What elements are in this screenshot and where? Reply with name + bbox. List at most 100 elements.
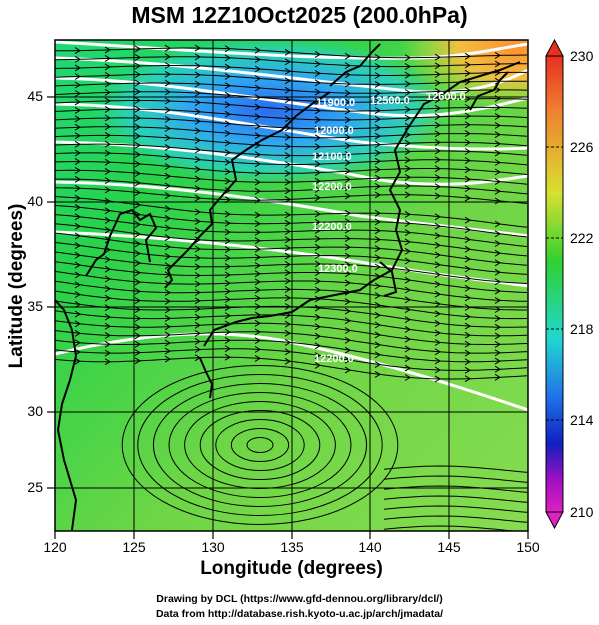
streamline-arrow bbox=[404, 345, 411, 353]
streamline-arrow bbox=[464, 340, 471, 348]
streamline-arrow bbox=[494, 149, 501, 157]
streamline-arrow bbox=[194, 227, 201, 235]
streamline-arrow bbox=[194, 175, 201, 183]
streamline-arrow bbox=[464, 166, 471, 174]
streamline-arrow bbox=[194, 208, 201, 216]
streamline-arrow bbox=[494, 51, 501, 59]
streamline-arrow bbox=[254, 220, 261, 228]
streamline-arrow bbox=[194, 272, 201, 279]
streamline-arrow bbox=[314, 352, 321, 360]
streamline-arrow bbox=[494, 230, 501, 238]
streamline-arrow bbox=[74, 261, 81, 269]
streamline-arrow bbox=[224, 246, 231, 254]
y-tick-label: 30 bbox=[27, 403, 43, 419]
streamline-arrow bbox=[284, 244, 291, 252]
streamline-arrow bbox=[404, 63, 411, 70]
streamline-arrow bbox=[194, 297, 201, 305]
streamline-arrow bbox=[344, 261, 351, 269]
streamline-arrow bbox=[404, 156, 411, 164]
streamline-arrow bbox=[344, 167, 351, 175]
streamline-arrow bbox=[104, 226, 111, 234]
streamline-arrow bbox=[284, 133, 291, 141]
streamline-arrow bbox=[374, 361, 381, 369]
streamline-arrow bbox=[194, 156, 201, 164]
streamline-arrow bbox=[464, 349, 471, 357]
streamline-arrow bbox=[104, 322, 111, 330]
streamline-arrow bbox=[344, 252, 351, 260]
streamline-arrow bbox=[344, 366, 351, 374]
x-tick-label: 120 bbox=[43, 539, 67, 555]
x-tick-label: 145 bbox=[437, 539, 461, 555]
streamline-arrow bbox=[104, 285, 111, 293]
streamline-arrow bbox=[134, 114, 141, 122]
streamline-arrow bbox=[314, 151, 321, 159]
streamline-arrow bbox=[134, 201, 141, 209]
streamline-arrow bbox=[74, 166, 81, 174]
streamline-arrow bbox=[314, 50, 321, 58]
streamline-arrow bbox=[374, 98, 381, 106]
streamline-arrow bbox=[224, 63, 231, 71]
streamline-arrow bbox=[344, 356, 351, 364]
streamline-arrow bbox=[104, 265, 111, 273]
streamline-arrow bbox=[254, 337, 261, 345]
streamline bbox=[383, 505, 528, 513]
streamline-arrow bbox=[134, 340, 141, 348]
contour-label: 12000.0 bbox=[314, 125, 354, 137]
streamline-arrow bbox=[104, 236, 111, 244]
streamline-arrow bbox=[434, 183, 441, 191]
streamline-arrow bbox=[494, 332, 501, 340]
streamline-arrow bbox=[224, 237, 231, 245]
contour-label: 12300.0 bbox=[318, 263, 358, 275]
streamline-arrow bbox=[104, 207, 111, 215]
streamline-arrow bbox=[404, 139, 411, 147]
streamline-arrow bbox=[434, 251, 441, 259]
streamline-arrow bbox=[374, 227, 381, 235]
streamline-arrow bbox=[464, 245, 471, 253]
streamline-arrow bbox=[374, 191, 381, 199]
contour-label: 12200.0 bbox=[312, 181, 352, 193]
x-tick-label: 150 bbox=[516, 539, 540, 555]
streamline-arrow bbox=[434, 53, 441, 61]
streamline-arrow bbox=[314, 60, 321, 68]
streamline-arrow bbox=[284, 277, 291, 285]
streamline-arrow bbox=[434, 290, 441, 298]
streamline-arrow bbox=[104, 54, 111, 62]
streamline-arrow bbox=[254, 75, 261, 82]
streamline-arrow bbox=[434, 192, 441, 200]
streamline-arrow bbox=[314, 342, 321, 350]
streamline-arrow bbox=[134, 259, 141, 267]
streamline-arrow bbox=[104, 216, 111, 224]
streamline-arrow bbox=[224, 345, 231, 353]
streamline-arrow bbox=[284, 260, 291, 268]
streamline-arrow bbox=[74, 81, 81, 89]
streamline-arrow bbox=[194, 236, 201, 244]
streamline-arrow bbox=[374, 182, 381, 190]
y-tick-label: 40 bbox=[27, 193, 43, 209]
streamline-arrow bbox=[254, 328, 261, 336]
streamline-arrow bbox=[104, 275, 111, 283]
streamline-arrow bbox=[164, 355, 171, 363]
streamline-arrow bbox=[134, 287, 141, 295]
credit-data: Data from http://database.rish.kyoto-u.a… bbox=[155, 608, 444, 620]
streamline-arrow bbox=[494, 340, 501, 348]
streamline-arrow bbox=[314, 277, 321, 285]
streamline-arrow bbox=[74, 140, 81, 148]
streamline-arrow bbox=[254, 46, 261, 54]
streamline-arrow bbox=[194, 185, 201, 193]
streamline-arrow bbox=[134, 278, 141, 286]
x-axis-label: Longitude (degrees) bbox=[200, 558, 383, 579]
streamline-arrow bbox=[224, 353, 231, 361]
streamline-arrow bbox=[74, 339, 81, 347]
streamline-arrow bbox=[374, 157, 381, 165]
streamline-arrow bbox=[254, 237, 261, 245]
streamline-arrow bbox=[494, 259, 501, 267]
streamline-arrow bbox=[284, 236, 291, 244]
streamline-arrow bbox=[404, 316, 411, 324]
streamline-arrow bbox=[434, 121, 441, 129]
streamline-arrow bbox=[464, 216, 471, 224]
streamline bbox=[383, 495, 528, 503]
streamline-arrow bbox=[164, 70, 171, 78]
map-grid bbox=[55, 40, 528, 531]
streamline-arrow bbox=[104, 123, 111, 131]
streamline-arrow bbox=[314, 88, 321, 96]
